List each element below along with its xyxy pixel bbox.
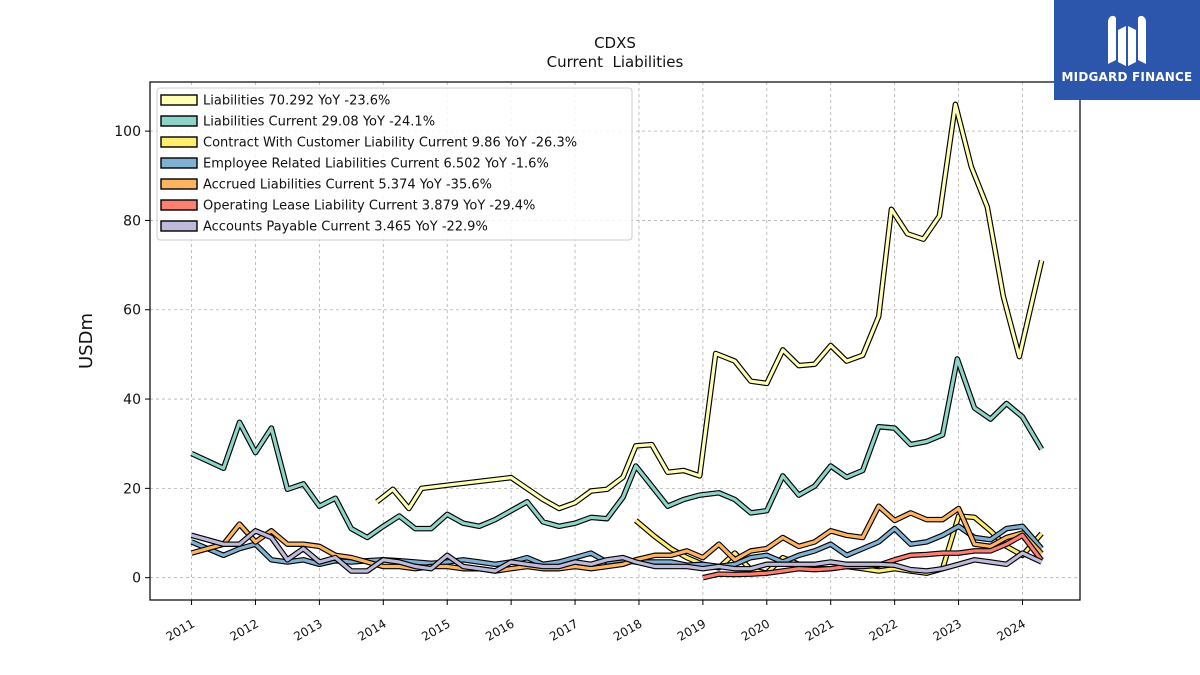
legend-swatch (160, 178, 198, 190)
legend-label: Contract With Customer Liability Current… (203, 136, 577, 151)
legend-label: Accounts Payable Current 3.465 YoY -22.9… (203, 220, 488, 235)
x-tick-label: 2019 (675, 616, 708, 643)
legend-label: Accrued Liabilities Current 5.374 YoY -3… (203, 178, 492, 193)
series-layer (190, 101, 1045, 581)
y-tick-label: 60 (123, 303, 141, 319)
legend-label: Liabilities 70.292 YoY -23.6% (203, 94, 390, 109)
y-tick-label: 40 (123, 392, 141, 408)
midgard-logo-icon (1108, 15, 1146, 66)
plot-frame (149, 81, 1081, 601)
legend-label: Employee Related Liabilities Current 6.5… (203, 157, 549, 172)
legend-swatch (160, 115, 198, 127)
y-tick-label: 100 (114, 124, 141, 140)
legend: Liabilities 70.292 YoY -23.6% Liabilities… (156, 87, 633, 241)
legend-swatch (160, 94, 198, 106)
y-axis-label: USDm (76, 313, 97, 369)
x-tick-label: 2015 (419, 616, 452, 643)
legend-box (156, 87, 633, 241)
series-line (190, 357, 1043, 540)
x-tick-label: 2023 (931, 616, 964, 643)
legend-label: Operating Lease Liability Current 3.879 … (203, 199, 535, 214)
chart-title: CDXS (594, 34, 636, 52)
legend-swatch (160, 157, 198, 169)
brand-logo: MIDGARD FINANCE (1054, 0, 1200, 100)
x-tick-label: 2018 (611, 616, 644, 643)
x-tick-label: 2017 (547, 616, 580, 643)
brand-name: MIDGARD FINANCE (1061, 70, 1193, 84)
y-tick-label: 80 (123, 213, 141, 229)
x-tick-label: 2016 (483, 616, 516, 643)
series-line (375, 102, 1044, 511)
x-tick-label: 2021 (803, 616, 836, 643)
x-tick-label: 2020 (739, 616, 772, 643)
x-tick-label: 2022 (867, 616, 900, 643)
x-tick-label: 2014 (355, 616, 388, 643)
legend-swatch (160, 199, 198, 211)
series-line (191, 504, 1043, 573)
legend-label: Liabilities Current 29.08 YoY -24.1% (203, 115, 435, 130)
x-tick-label: 2024 (995, 616, 1028, 643)
chart-subtitle: Current Liabilities (547, 53, 684, 71)
y-tick-label: 0 (132, 571, 141, 587)
y-tick-label: 20 (123, 481, 141, 497)
legend-swatch (160, 220, 198, 232)
series-line (191, 529, 1043, 573)
x-tick-label: 2013 (291, 616, 324, 643)
legend-swatch (160, 136, 198, 148)
x-tick-label: 2012 (228, 616, 261, 643)
x-tick-label: 2011 (164, 616, 197, 643)
